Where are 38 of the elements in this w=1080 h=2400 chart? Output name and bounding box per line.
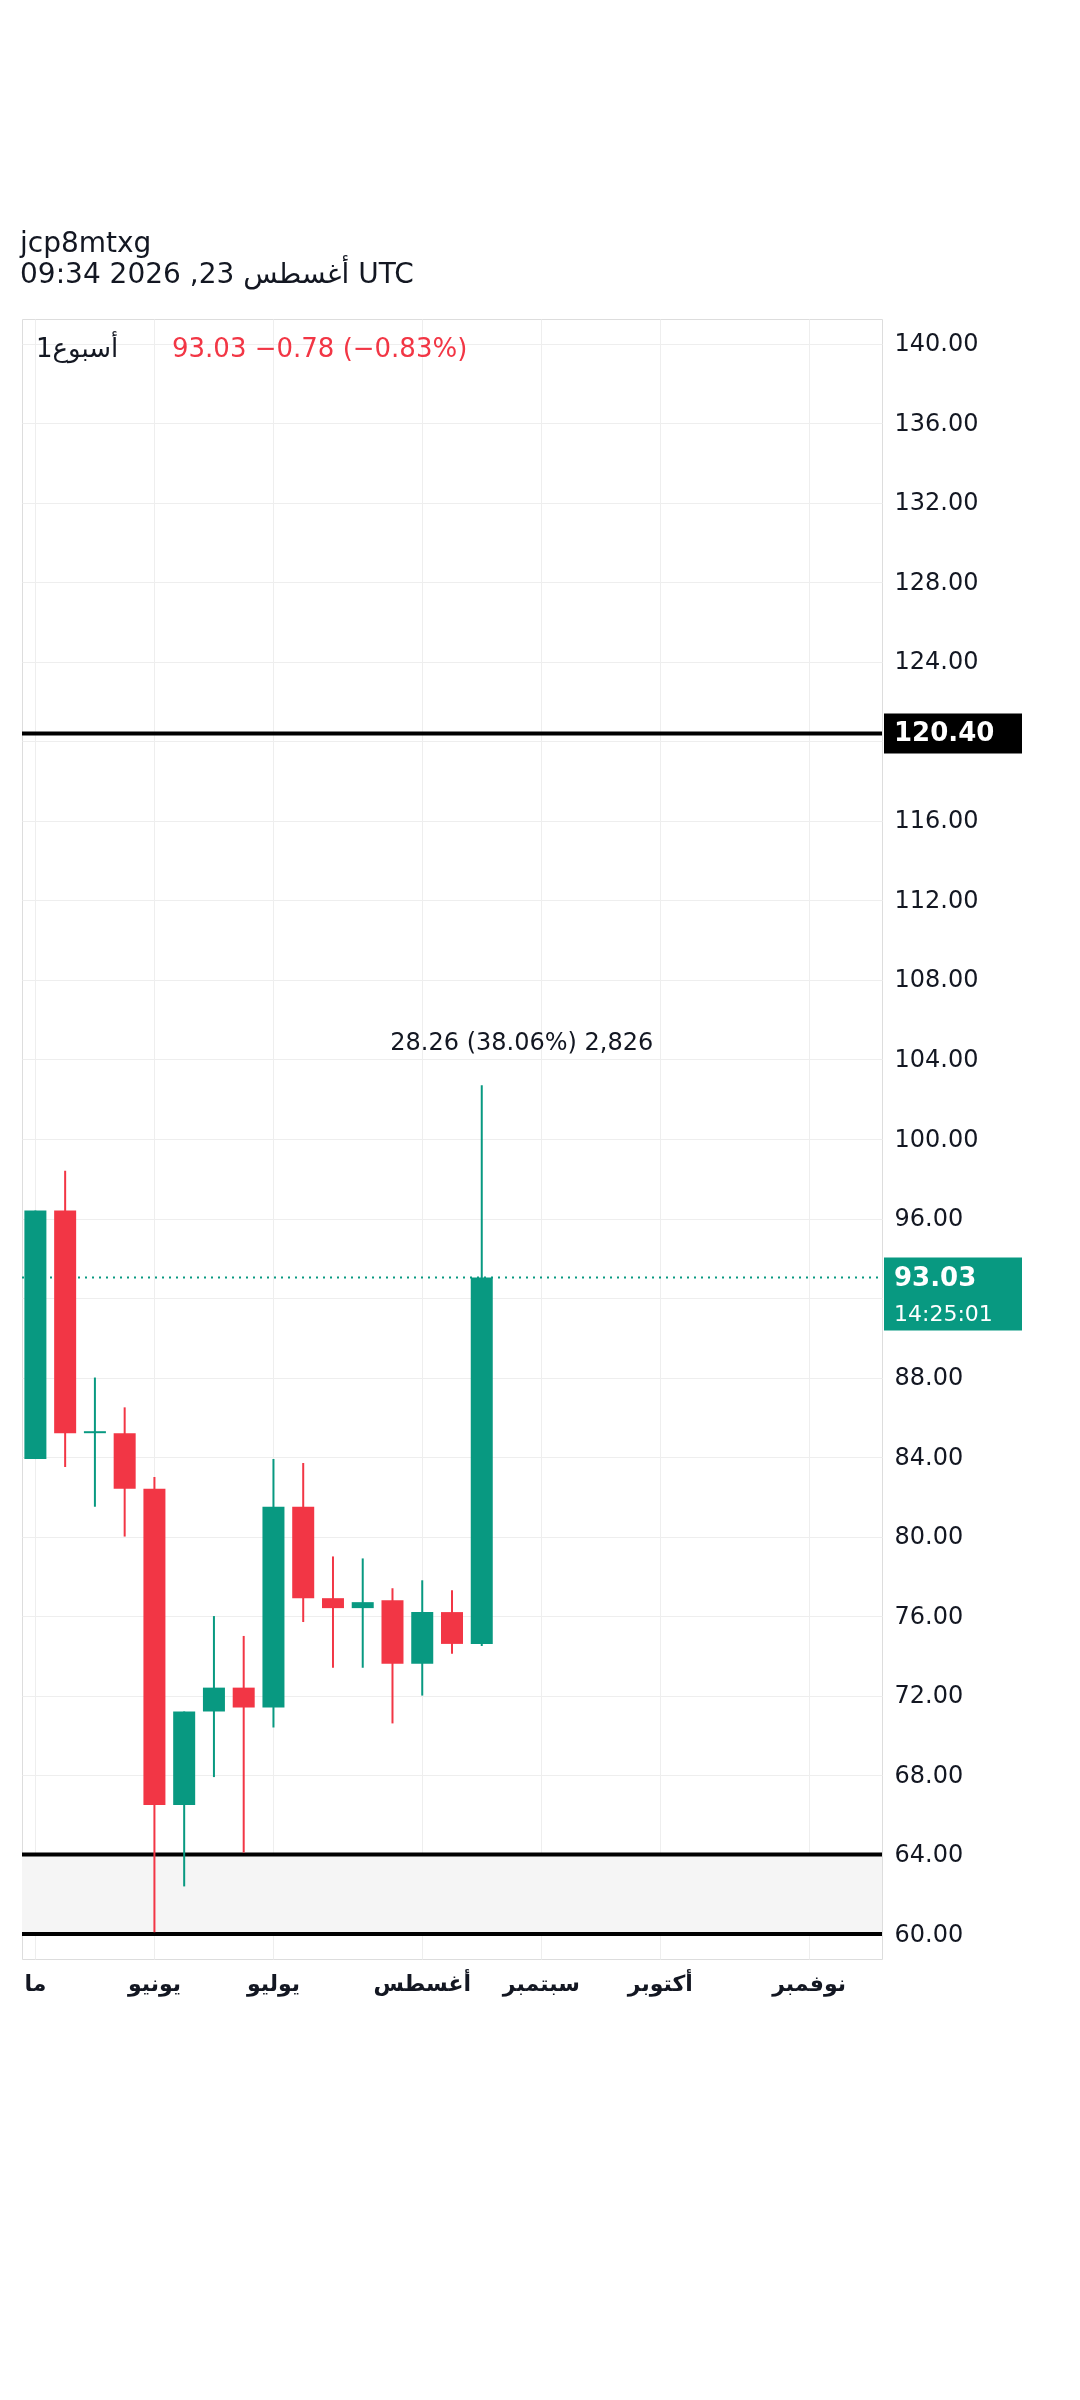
- candlestick: [83, 1376, 106, 1508]
- annotation: 93.03 −0.78 (−0.83%): [172, 333, 468, 363]
- y-tick-label: 104.00: [894, 1044, 979, 1073]
- y-tick-label: 68.00: [894, 1760, 964, 1789]
- candlestick: [232, 1634, 255, 1854]
- ref-line-label: 93.03: [894, 1261, 977, 1292]
- text: 14:25:01: [894, 1300, 993, 1326]
- x-tick-label: ما: [24, 1970, 47, 1996]
- y-tick-label: 112.00: [894, 885, 979, 914]
- y-tick-label: 84.00: [894, 1442, 964, 1471]
- y-tick-label: 136.00: [894, 408, 979, 437]
- candlestick: [321, 1555, 344, 1669]
- x-tick-label: يوليو: [245, 1970, 300, 1997]
- candlestick: [351, 1557, 374, 1669]
- y-tick-label: 128.00: [894, 567, 979, 596]
- y-tick-label: 60.00: [894, 1919, 964, 1948]
- y-tick-label: 108.00: [894, 965, 979, 994]
- ref-line-label: 120.40: [894, 717, 995, 748]
- x-tick-label: أكتوبر: [626, 1967, 693, 1997]
- candlestick: [202, 1615, 225, 1779]
- chart-title: jcp8mtxg: [19, 226, 152, 259]
- y-tick-label: 124.00: [894, 647, 979, 676]
- x-tick-label: يونيو: [126, 1970, 181, 1997]
- y-tick-label: 72.00: [894, 1681, 964, 1710]
- x-tick-label: سبتمبر: [501, 1970, 580, 1997]
- y-tick-label: 76.00: [894, 1601, 964, 1630]
- y-tick-label: 64.00: [894, 1840, 964, 1869]
- y-tick-label: 88.00: [894, 1363, 964, 1392]
- y-tick-label: 80.00: [894, 1522, 964, 1551]
- y-tick-label: 100.00: [894, 1124, 979, 1153]
- x-tick-label: أغسطس: [373, 1967, 471, 1996]
- x-tick-label: نوفمبر: [771, 1970, 847, 1997]
- y-tick-label: 140.00: [894, 329, 979, 358]
- y-tick-label: 96.00: [894, 1204, 964, 1233]
- y-tick-label: 132.00: [894, 488, 979, 517]
- annotation: 28.26 (38.06%) 2,826: [390, 1028, 654, 1057]
- annotation: 1أسبوع: [36, 330, 119, 364]
- y-tick-label: 116.00: [894, 806, 979, 835]
